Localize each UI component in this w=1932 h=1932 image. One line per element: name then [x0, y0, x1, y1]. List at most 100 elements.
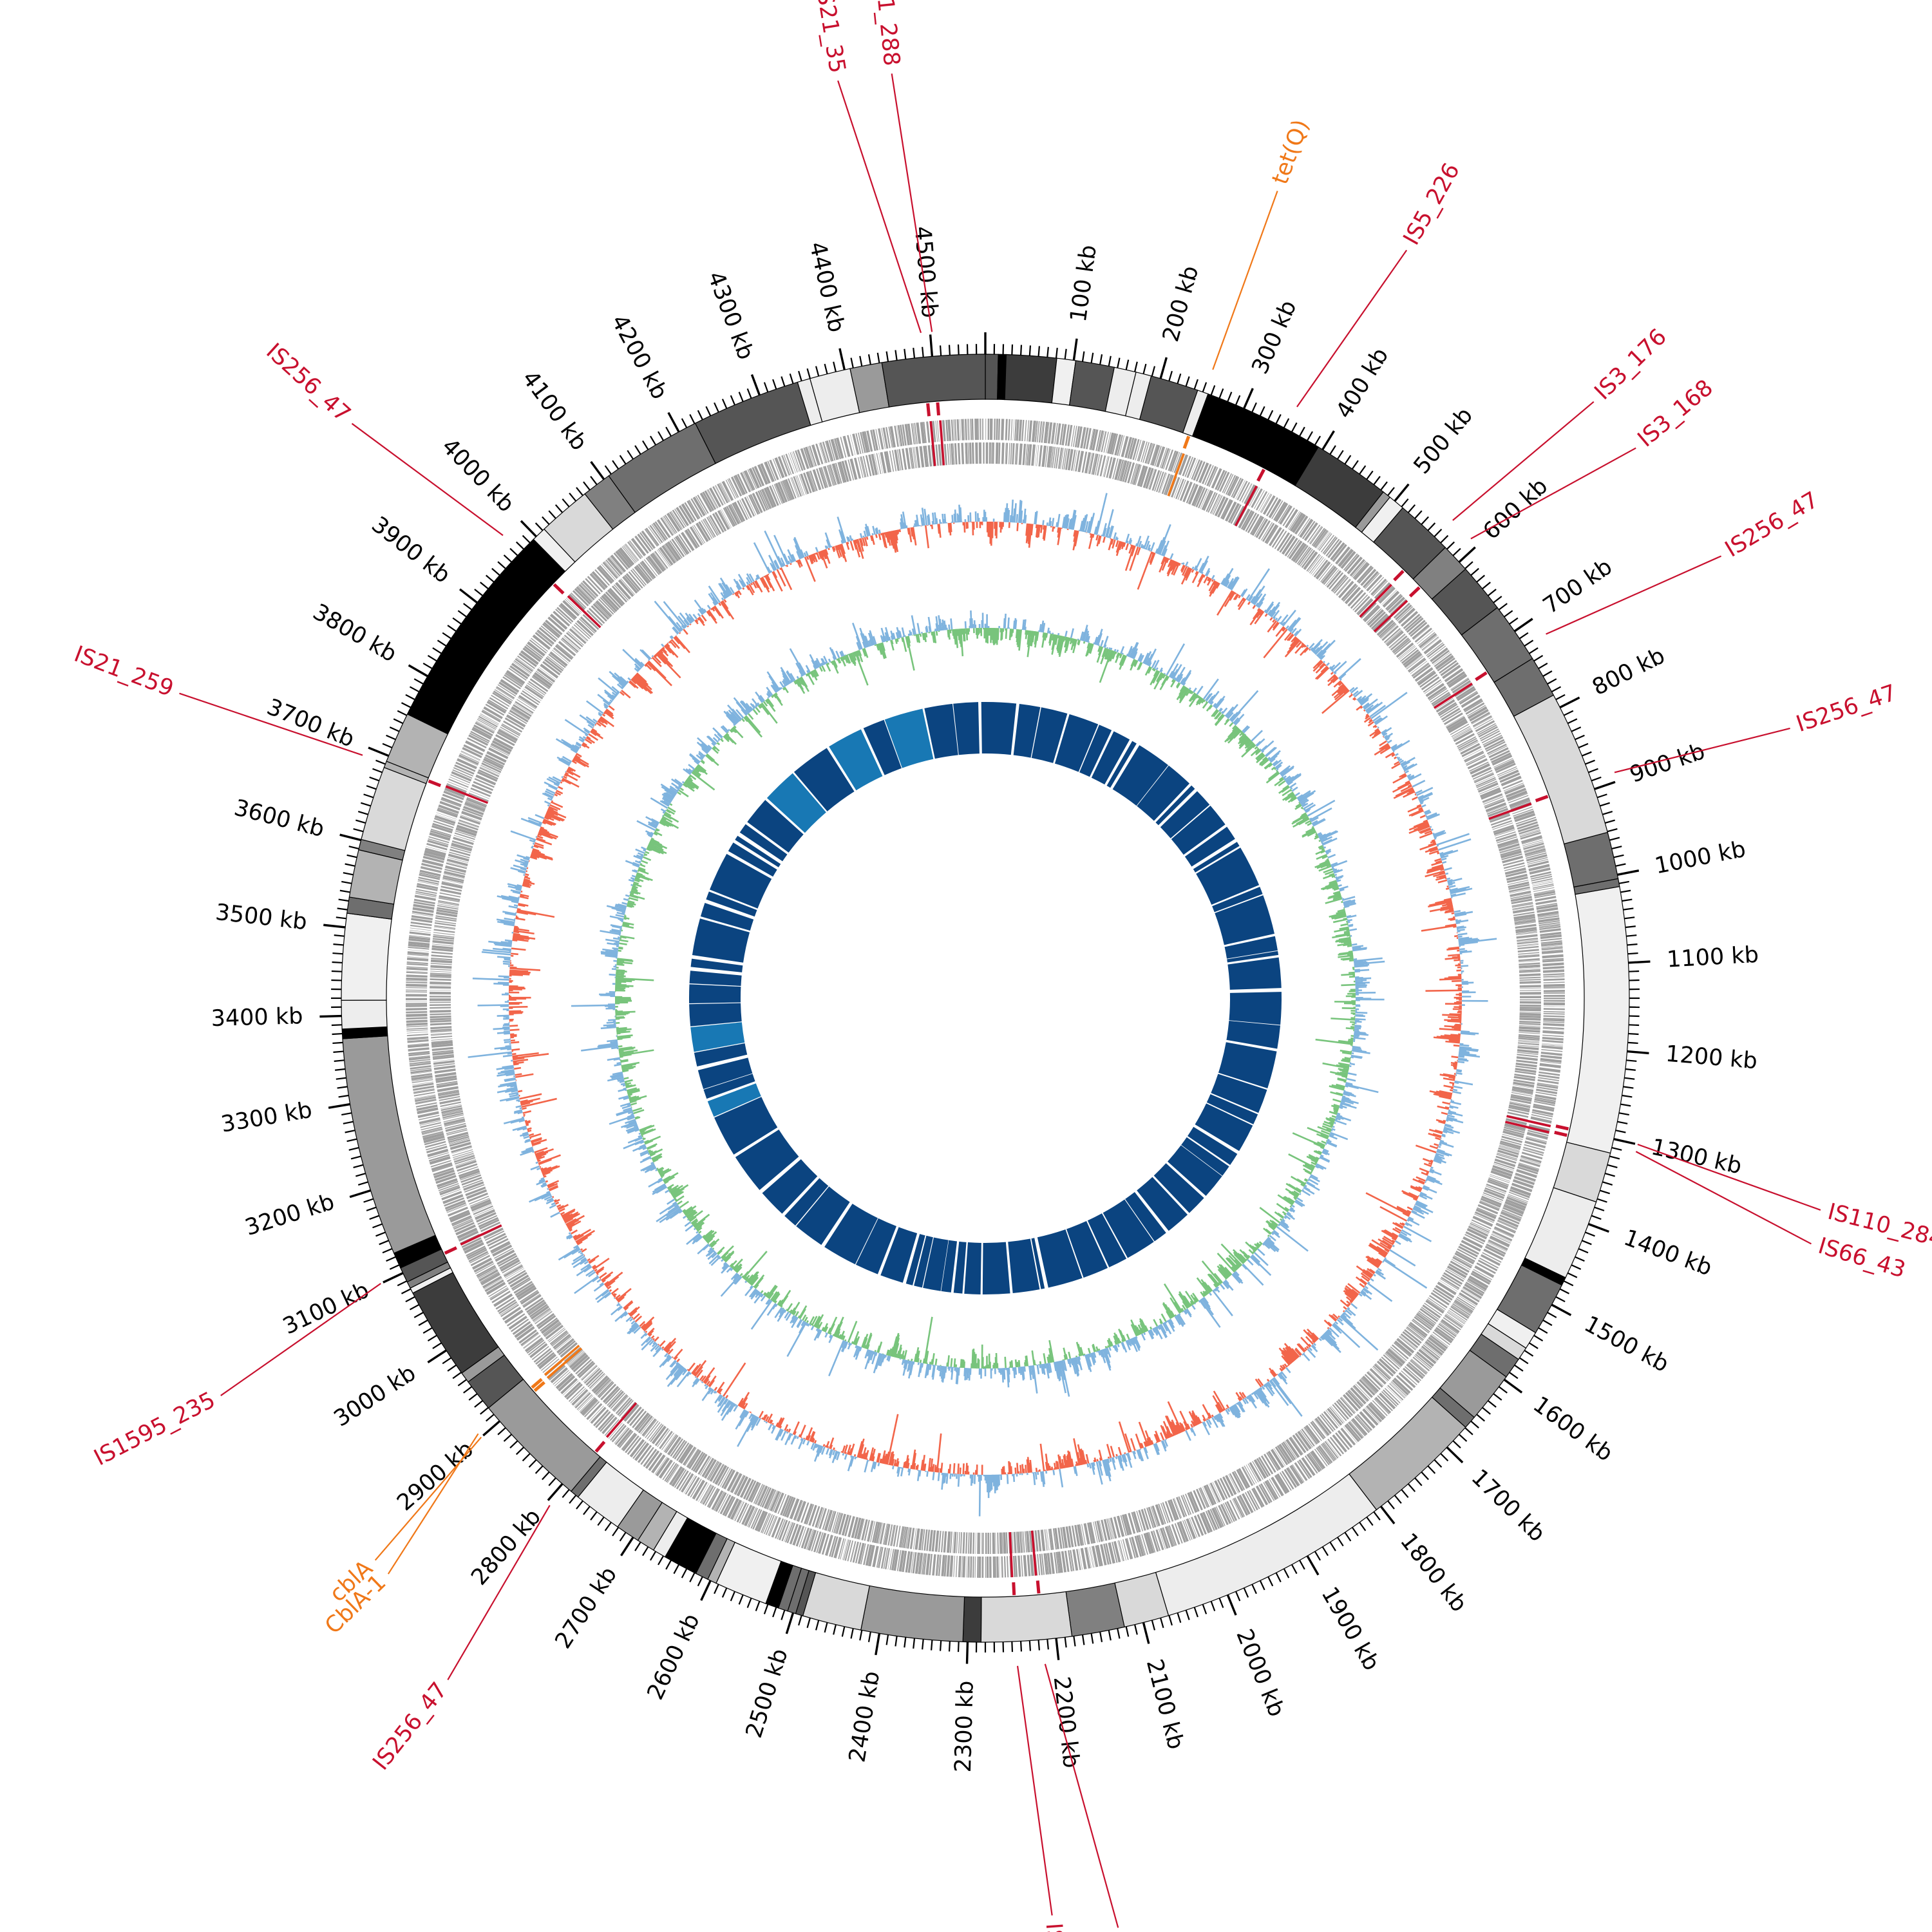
cds-feature	[1392, 637, 1408, 652]
cds-feature	[430, 978, 451, 981]
cds-feature	[430, 1032, 452, 1035]
cds-feature	[455, 830, 476, 838]
cds-feature-highlight	[1234, 485, 1258, 527]
cds-feature	[1077, 450, 1084, 473]
cds-feature	[1245, 512, 1257, 532]
cds-feature	[483, 1227, 504, 1239]
cds-feature	[444, 1121, 466, 1127]
cds-feature	[941, 1531, 944, 1553]
cds-feature	[413, 1088, 435, 1093]
cds-feature	[1504, 1204, 1524, 1213]
cds-feature	[1466, 1280, 1486, 1292]
cds-feature	[1293, 543, 1307, 562]
cds-feature	[539, 1317, 558, 1332]
major-tick	[383, 1272, 404, 1283]
data-spike	[1448, 883, 1453, 886]
minor-tick	[1299, 1560, 1305, 1570]
cds-feature	[1019, 1531, 1023, 1553]
cds-feature	[1451, 1305, 1470, 1318]
cds-feature	[1518, 1037, 1540, 1041]
data-spike	[1450, 1087, 1454, 1090]
cds-feature	[1468, 1275, 1489, 1289]
minor-tick	[1366, 470, 1374, 480]
cds-feature	[1502, 859, 1524, 866]
cds-feature	[730, 504, 741, 524]
minor-tick	[1283, 1568, 1290, 1578]
cds-feature	[1474, 1213, 1494, 1223]
cds-feature	[1408, 620, 1426, 636]
cds-feature	[423, 1135, 445, 1144]
cds-feature	[708, 516, 719, 535]
cds-feature	[811, 1506, 820, 1527]
cds-feature	[884, 1524, 889, 1545]
cds-feature	[843, 1539, 849, 1560]
cds-feature	[1522, 839, 1543, 846]
cds-feature	[515, 658, 533, 672]
cds-feature	[1407, 657, 1425, 672]
minor-tick	[345, 863, 355, 867]
cds-feature	[1499, 1144, 1520, 1151]
cds-feature	[634, 1412, 650, 1431]
cds-feature	[1334, 1402, 1349, 1420]
axis-tick-label: 2500 kb	[741, 1645, 793, 1741]
cds-feature	[1489, 1175, 1510, 1184]
cds-feature	[450, 848, 471, 857]
cds-feature	[1406, 656, 1424, 670]
cds-feature	[553, 1334, 571, 1349]
cds-feature	[556, 607, 574, 623]
cds-feature	[499, 728, 518, 739]
cds-feature	[573, 1356, 591, 1372]
minor-tick	[1299, 426, 1305, 437]
data-spike	[1350, 1303, 1358, 1309]
cds-feature	[1378, 587, 1396, 604]
cds-feature	[1518, 952, 1540, 955]
cds-feature	[1494, 760, 1515, 772]
cds-feature	[430, 1034, 452, 1036]
cds-feature	[645, 557, 660, 575]
cds-feature	[444, 1200, 466, 1210]
cds-feature	[1268, 498, 1282, 518]
cds-feature	[992, 1556, 996, 1578]
cds-feature	[1367, 609, 1385, 626]
cds-feature	[898, 1526, 904, 1548]
cds-feature	[437, 902, 459, 907]
cds-feature	[1513, 1176, 1535, 1186]
cds-feature	[999, 1556, 1001, 1578]
minor-tick	[1218, 1598, 1224, 1608]
cds-feature	[1515, 1070, 1537, 1075]
cds-feature	[528, 1341, 546, 1356]
cds-feature	[808, 471, 817, 492]
cds-feature	[1523, 1147, 1544, 1154]
cds-feature	[607, 589, 624, 607]
cds-feature	[478, 1268, 497, 1280]
data-spike	[1006, 507, 1009, 522]
cds-feature	[406, 998, 428, 1001]
cds-feature	[1297, 1430, 1312, 1450]
cds-feature	[406, 1031, 428, 1034]
contig-segment	[342, 1035, 436, 1254]
cds-feature	[1543, 978, 1565, 981]
cds-feature	[1021, 1555, 1023, 1577]
cds-feature	[428, 1152, 449, 1159]
cds-feature-highlight	[1030, 1530, 1037, 1576]
cds-feature	[960, 419, 961, 440]
cds-feature	[888, 426, 893, 448]
cds-feature	[491, 694, 510, 707]
cds-feature	[1204, 465, 1214, 486]
cds-feature	[466, 798, 487, 808]
cds-feature	[797, 449, 806, 471]
data-spike	[1419, 1168, 1430, 1173]
cds-feature	[468, 792, 489, 802]
cds-feature	[1106, 1519, 1113, 1540]
cds-feature	[1430, 1292, 1450, 1306]
cds-feature	[1300, 549, 1313, 567]
cds-feature	[1414, 667, 1434, 682]
cds-feature	[1146, 1507, 1154, 1528]
cds-feature	[1511, 1088, 1533, 1094]
cds-feature	[613, 584, 629, 601]
cds-feature	[598, 1381, 614, 1399]
cds-feature	[585, 578, 601, 595]
cds-feature	[1026, 1531, 1030, 1553]
cds-feature	[1415, 1314, 1434, 1329]
cds-feature	[426, 1144, 447, 1151]
